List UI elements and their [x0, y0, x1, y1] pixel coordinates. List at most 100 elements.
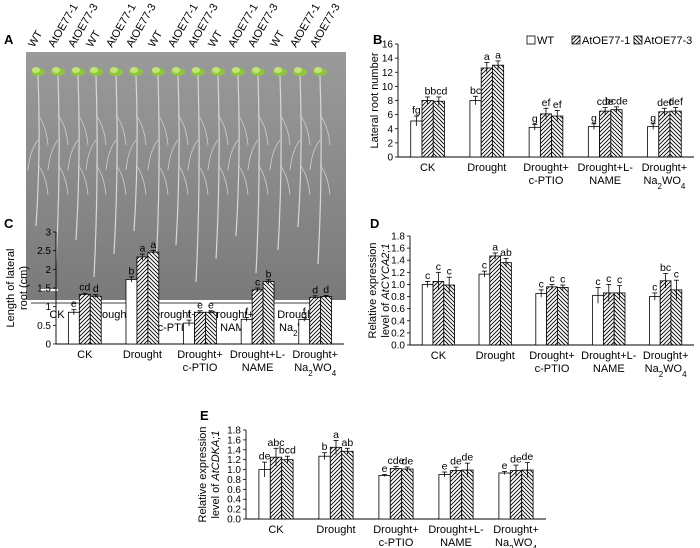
significance-label: c: [482, 260, 487, 272]
category-label-line2: c-PTIO: [535, 363, 570, 375]
significance-label: de: [259, 451, 271, 463]
category-label-line2: Na2WO4: [643, 175, 685, 191]
genotype-label: WT: [26, 28, 45, 49]
category-label-line1: Drought: [123, 349, 162, 361]
lateral-root: [115, 164, 127, 196]
category-label-line1: Drought+: [177, 349, 223, 361]
lateral-root: [197, 114, 209, 146]
significance-label: def: [657, 97, 672, 109]
lateral-root: [47, 139, 59, 171]
bar: [329, 446, 343, 520]
lateral-root: [37, 114, 49, 146]
seedling-roots: [27, 75, 331, 283]
bar: [421, 284, 434, 346]
primary-root: [235, 75, 240, 237]
panel-letter: B: [373, 32, 382, 47]
primary-root: [215, 75, 220, 260]
bar: [647, 126, 660, 158]
bar: [183, 322, 195, 345]
significance-label: e: [208, 299, 214, 311]
y-tick-label: 1.2: [391, 268, 405, 279]
significance-label: cde: [388, 455, 405, 467]
seedling-shoots: [31, 67, 327, 76]
significance-label: d: [323, 284, 329, 296]
category-label-line1: Drought: [467, 162, 506, 174]
bar: [659, 280, 672, 346]
category-label-line2: c-PTIO: [529, 175, 564, 187]
seedling-leaf-highlight: [294, 67, 302, 73]
category-label-line1: Drought+: [523, 162, 569, 174]
primary-root: [55, 75, 60, 264]
category-label-line1: Drought+L-: [578, 162, 634, 174]
bar: [649, 296, 661, 346]
primary-root: [35, 75, 40, 227]
y-axis-title-line: Relative expression: [197, 427, 209, 523]
lateral-root: [237, 164, 249, 196]
y-tick-label: 0.4: [391, 316, 405, 327]
significance-label: bcd: [430, 85, 447, 97]
primary-root: [297, 75, 302, 228]
bar: [205, 311, 217, 345]
bar: [78, 293, 91, 345]
bar: [528, 126, 541, 158]
bar: [421, 100, 434, 158]
seedling-leaf-highlight: [232, 67, 240, 73]
bar: [489, 255, 501, 346]
significance-label: e: [502, 460, 508, 472]
group-label-line1: CK: [49, 309, 65, 321]
significance-label: bc: [660, 262, 671, 274]
seedling-leaf-highlight: [110, 67, 118, 73]
bar: [599, 110, 612, 158]
bar: [378, 475, 391, 520]
lateral-root: [157, 164, 169, 196]
genotype-label: WT: [84, 28, 103, 49]
significance-label: abc: [268, 437, 285, 449]
lateral-root: [319, 164, 331, 196]
significance-label: d: [312, 284, 318, 296]
significance-label: c: [425, 270, 430, 282]
significance-label: e: [442, 461, 448, 473]
category-label-line2: NAME: [589, 175, 621, 187]
category-label-line2: Na2WO4: [495, 537, 537, 548]
group-label-line1: Drought+: [152, 309, 198, 321]
seedling-leaf-highlight: [192, 67, 200, 73]
primary-root: [255, 75, 260, 274]
genotype-label: WT: [146, 28, 165, 49]
lateral-root: [247, 139, 259, 171]
significance-label: b: [129, 265, 135, 277]
y-tick-label: 3: [45, 228, 51, 239]
lateral-root: [57, 114, 69, 146]
genotype-label: WT: [268, 28, 287, 49]
category-label-line1: CK: [420, 162, 436, 174]
significance-label: c: [549, 273, 554, 285]
y-tick-label: 0: [387, 153, 393, 164]
lateral-root: [279, 114, 291, 146]
category-label-line1: Drought+: [292, 349, 338, 361]
significance-label: f: [188, 309, 191, 321]
lateral-root: [227, 139, 239, 171]
category-label-line1: Drought+: [373, 524, 419, 536]
significance-label: a: [492, 241, 498, 253]
lateral-root: [279, 164, 291, 196]
legend-swatch: [633, 35, 643, 45]
lateral-root: [207, 139, 219, 171]
significance-label: f: [303, 306, 306, 318]
bar: [269, 456, 283, 520]
lateral-root: [125, 139, 137, 171]
bar: [461, 469, 474, 520]
bar: [535, 293, 548, 346]
seedling-leaf-highlight: [72, 67, 80, 73]
legend-entry: AtOE77-3: [644, 35, 692, 47]
category-label-line1: Drought+: [643, 350, 689, 362]
lateral-root: [177, 114, 189, 146]
significance-label: c: [606, 273, 611, 285]
category-label-line1: Drought+: [642, 162, 688, 174]
bar: [556, 287, 569, 346]
bar: [194, 311, 206, 345]
significance-label: a: [333, 429, 339, 441]
seedling-leaf-highlight: [90, 67, 98, 73]
bar: [613, 292, 626, 346]
significance-label: bcd: [279, 445, 296, 457]
significance-label: c: [539, 278, 544, 290]
